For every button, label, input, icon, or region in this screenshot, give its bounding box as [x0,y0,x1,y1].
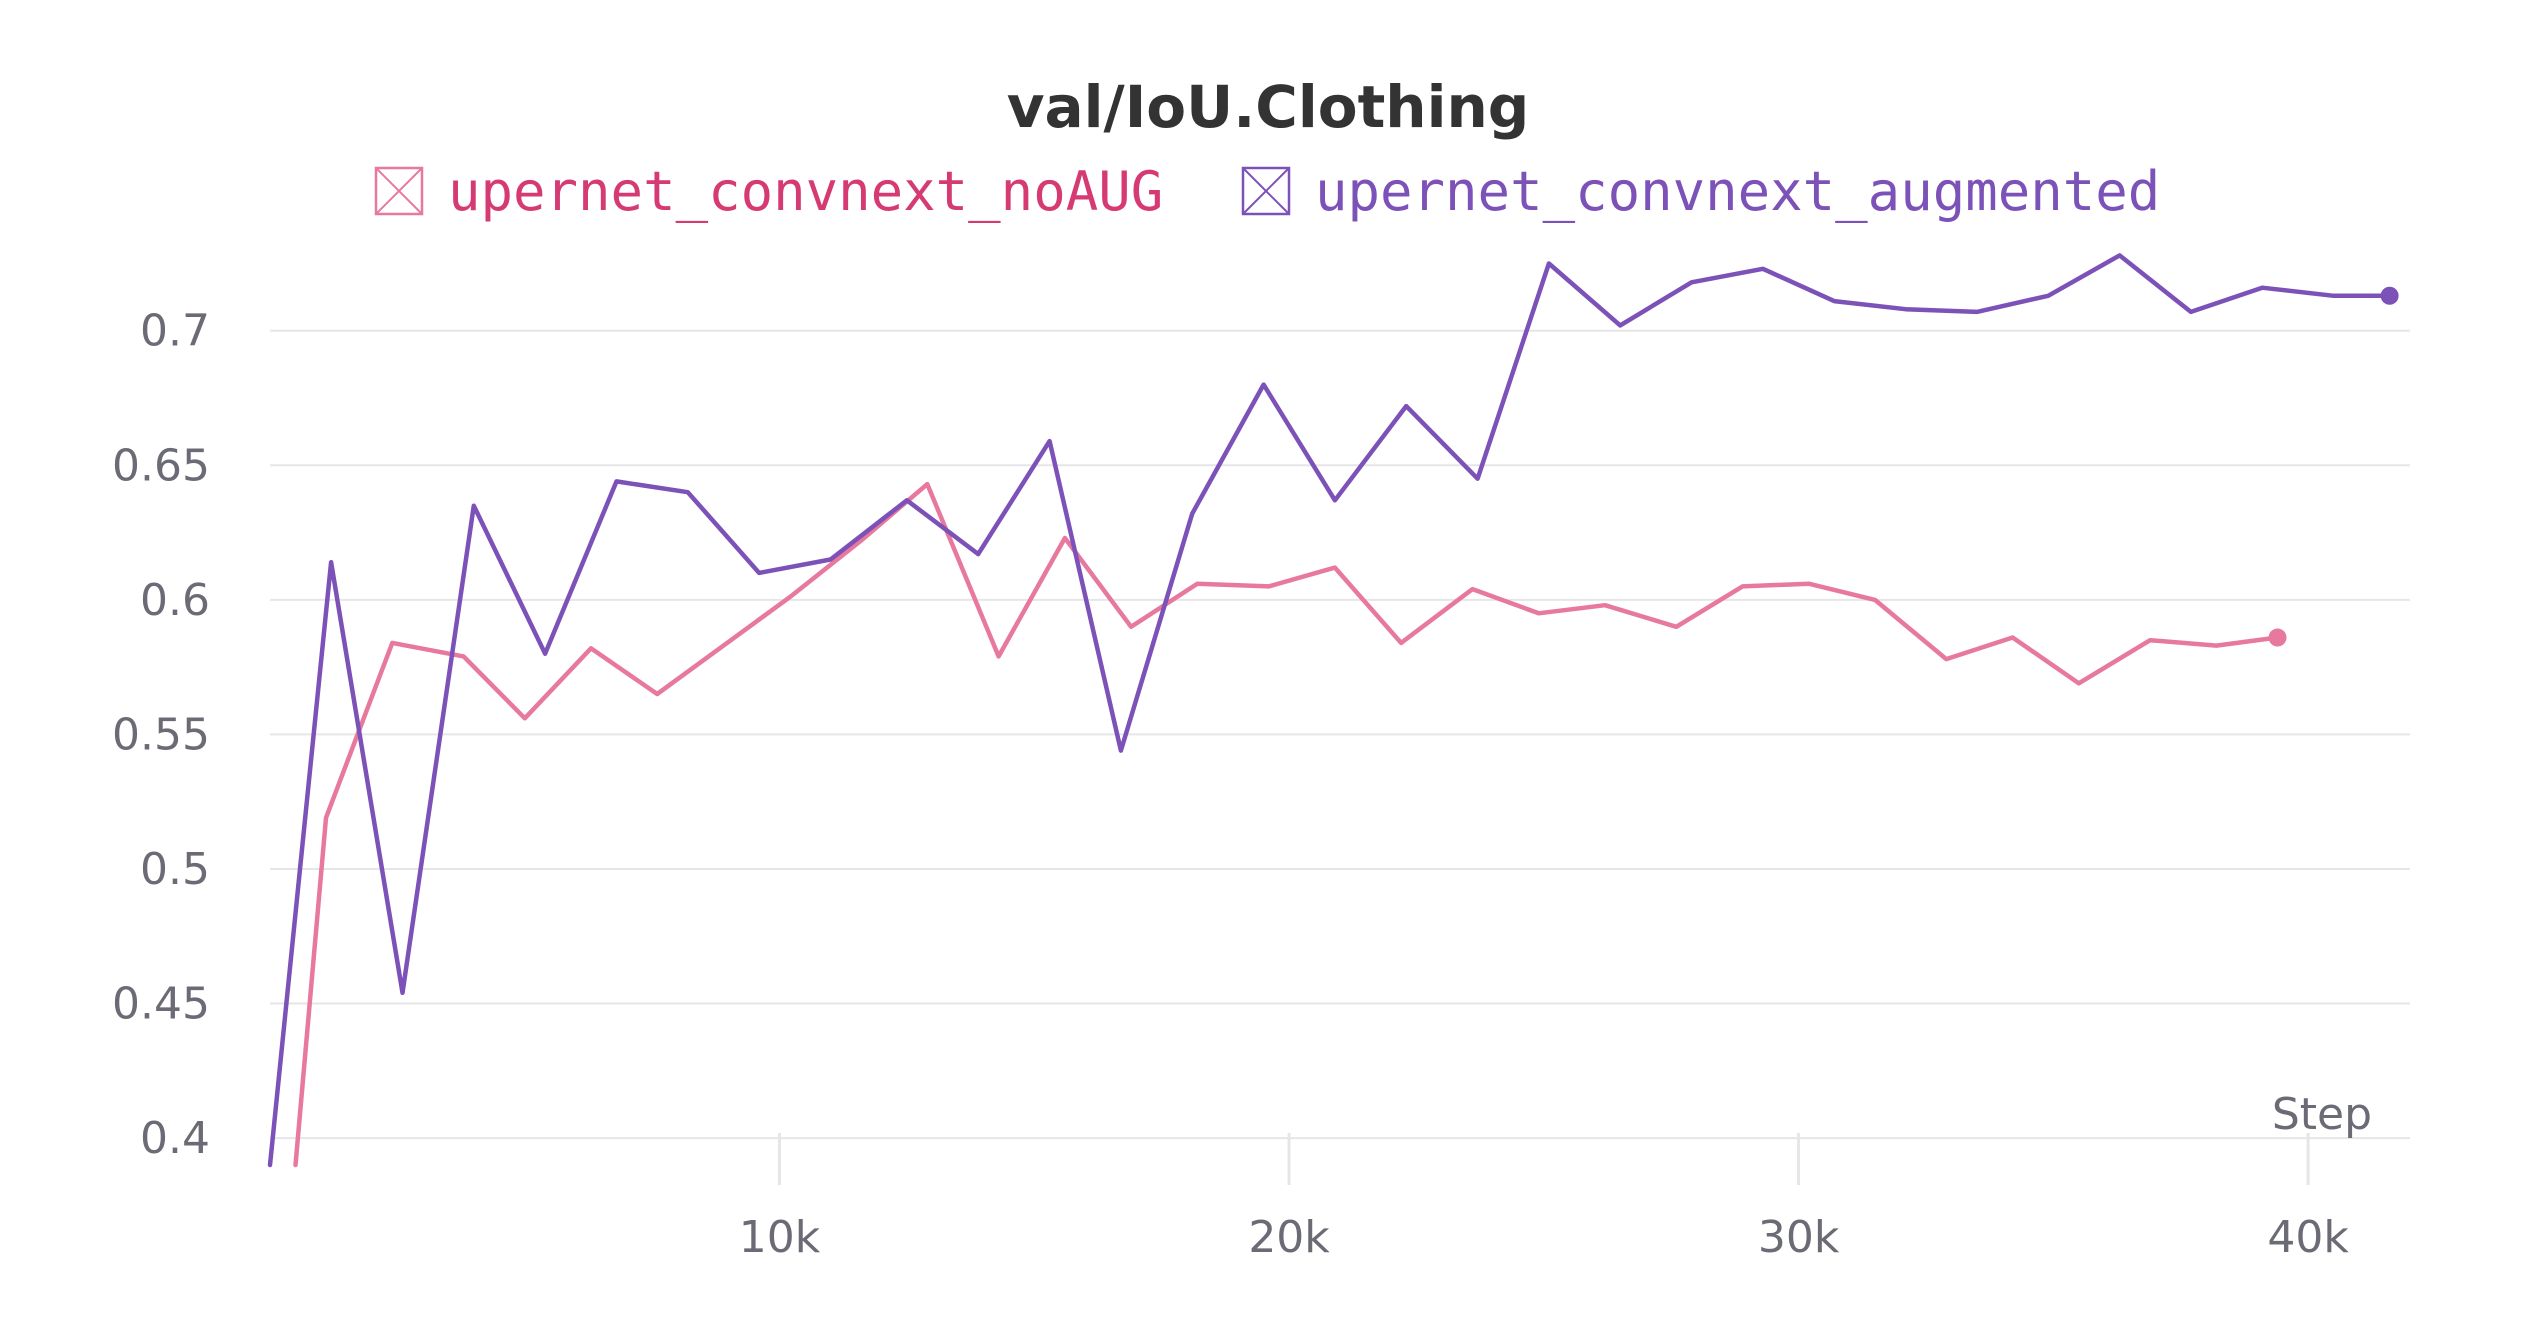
y-axis-ticks: 0.4 0.45 0.5 0.55 0.6 0.65 0.7 [112,306,210,1164]
x-axis-label: Step [2272,1089,2372,1140]
x-axis-ticks: 10k 20k 30k 40k [739,1133,2349,1263]
series-lines[interactable] [267,253,2399,1168]
y-tick-label: 0.7 [140,306,210,357]
x-tick-label: 40k [2267,1212,2349,1263]
legend-label: upernet_convnext_noAUG [448,160,1163,223]
legend-swatch-icon [374,166,424,216]
y-tick-label: 0.65 [112,440,210,491]
legend-item[interactable]: upernet_convnext_augmented [1241,160,2160,223]
chart-legend[interactable]: upernet_convnext_noAUG upernet_convnext_a… [374,160,2160,223]
series-end-point[interactable] [2268,628,2287,647]
legend-item[interactable]: upernet_convnext_noAUG [374,160,1163,223]
y-tick-label: 0.6 [140,575,210,626]
y-tick-label: 0.55 [112,709,210,760]
series-line-1[interactable] [293,481,2280,1168]
y-tick-label: 0.45 [112,979,210,1030]
x-tick-label: 30k [1758,1212,1840,1263]
y-tick-label: 0.4 [140,1113,210,1164]
y-tick-label: 0.5 [140,844,210,895]
y-gridlines [270,329,2410,1140]
legend-label: upernet_convnext_augmented [1315,160,2160,223]
series-end-point[interactable] [2380,286,2399,305]
series-line-2[interactable] [267,253,2392,1168]
chart-title: val/IoU.Clothing [1007,73,1530,141]
x-tick-label: 10k [739,1212,821,1263]
x-tick-label: 20k [1248,1212,1330,1263]
legend-swatch-icon [1241,166,1291,216]
